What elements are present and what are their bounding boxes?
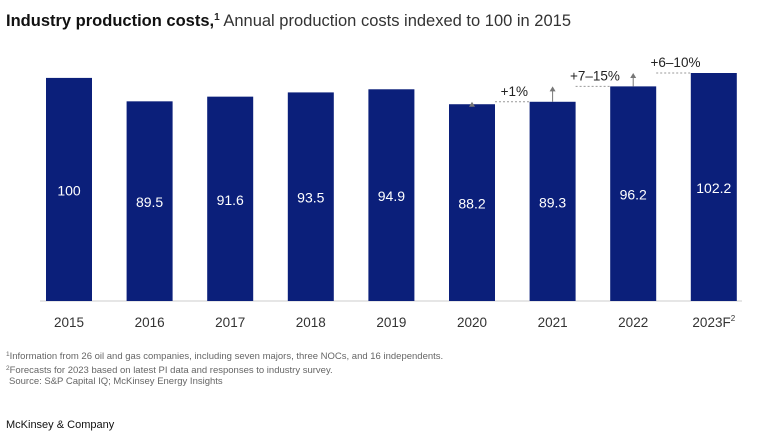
bar-2021 bbox=[529, 101, 576, 301]
x-tick-2019: 2019 bbox=[376, 315, 406, 330]
annotation-2022-label: +7–15% bbox=[570, 68, 620, 83]
annotation-2021-arrow-icon bbox=[469, 101, 475, 107]
footnote-1: 1Information from 26 oil and gas compani… bbox=[6, 351, 444, 362]
footnotes: 1Information from 26 oil and gas compani… bbox=[6, 349, 443, 388]
x-tick-2018: 2018 bbox=[296, 315, 326, 330]
annotations-group: +1% +7–15% +6–10% bbox=[469, 55, 700, 107]
x-tick-2020: 2020 bbox=[457, 315, 487, 330]
x-tick-2022: 2022 bbox=[618, 315, 648, 330]
footnote-2: 2Forecasts for 2023 based on latest PI d… bbox=[6, 364, 333, 376]
value-labels-group: 100 89.5 91.6 93.5 94.9 88.2 89.3 96.2 102.2 bbox=[57, 180, 731, 212]
annotation-2021-label: +1% bbox=[501, 84, 528, 99]
bar-2020 bbox=[449, 104, 495, 301]
value-label-2019: 94.9 bbox=[378, 188, 405, 204]
x-tick-2017: 2017 bbox=[215, 315, 245, 330]
value-label-2022: 96.2 bbox=[620, 187, 647, 203]
value-label-2023f: 102.2 bbox=[696, 180, 731, 196]
annotation-2022-arrow-icon bbox=[549, 86, 556, 92]
title-footnote-ref: 1 bbox=[214, 12, 220, 23]
x-tick-2021: 2021 bbox=[538, 315, 568, 330]
bar-2019 bbox=[368, 89, 415, 302]
value-label-2020: 88.2 bbox=[458, 196, 485, 212]
bar-2015 bbox=[46, 77, 92, 301]
annotation-2023f-label: +6–10% bbox=[651, 55, 701, 70]
value-label-2015: 100 bbox=[57, 182, 81, 198]
bars-group bbox=[46, 73, 737, 302]
chart-title-bold: Industry production costs, bbox=[6, 12, 215, 30]
bar-2018 bbox=[287, 92, 334, 302]
value-label-2018: 93.5 bbox=[297, 190, 324, 206]
x-tick-2023f: 2023F2 bbox=[692, 314, 735, 330]
bar-2022 bbox=[610, 86, 657, 301]
x-tick-2016: 2016 bbox=[135, 315, 165, 330]
x-tick-2015: 2015 bbox=[54, 315, 84, 330]
bar-2023f bbox=[690, 73, 737, 301]
brand-logo-text: McKinsey & Company bbox=[6, 419, 115, 431]
bar-2017 bbox=[207, 96, 254, 301]
value-label-2021: 89.3 bbox=[539, 194, 566, 210]
x-tick-labels-group: 2015 2016 2017 2018 2019 2020 2021 2022 2023F2 bbox=[54, 314, 736, 330]
value-label-2017: 91.6 bbox=[217, 192, 244, 208]
chart-subtitle: Annual production costs indexed to 100 i… bbox=[219, 12, 572, 30]
bar-2016 bbox=[126, 101, 173, 302]
source-note: Source: S&P Capital IQ; McKinsey Energy … bbox=[9, 376, 223, 387]
value-label-2016: 89.5 bbox=[136, 194, 163, 210]
annotation-2023f-arrow-icon bbox=[630, 73, 637, 78]
chart-title: Industry production costs,1 Annual produ… bbox=[6, 12, 571, 31]
